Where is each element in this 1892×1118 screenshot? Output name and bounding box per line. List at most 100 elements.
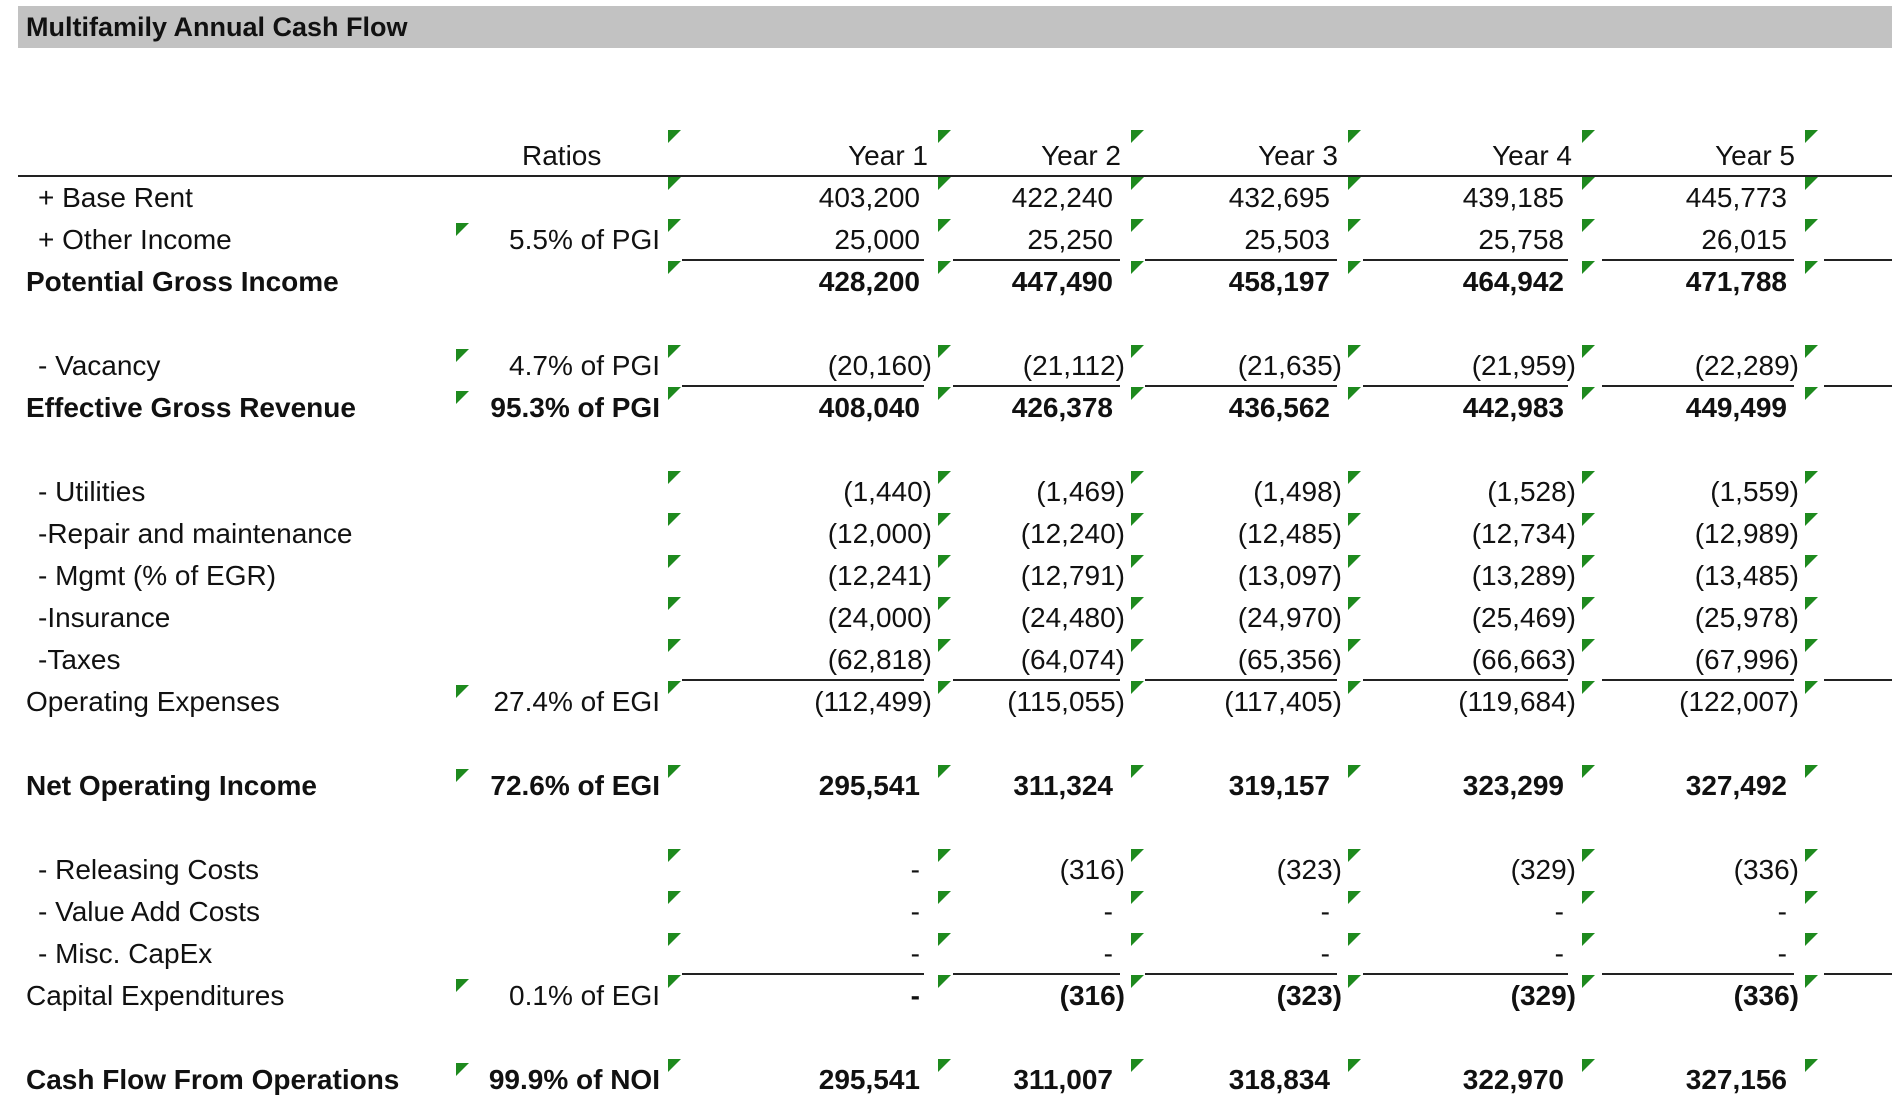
comment-flag [938,513,951,526]
comment-flag [1805,261,1818,274]
comment-flag [1582,765,1595,778]
comment-flag [1805,177,1818,190]
comment-flag [1348,177,1361,190]
comment-flag [668,765,681,778]
comment-flag [1131,261,1144,274]
underline [1145,973,1337,975]
underline [1824,385,1892,387]
value-year-1: (1,440) [843,476,932,507]
underline [1145,385,1337,387]
value-year-5: 445,773 [1685,182,1787,213]
value-year-3: 318,834 [1228,1064,1330,1095]
value-year-1: - [910,896,920,927]
value-year-4: (119,684) [1458,686,1576,717]
value-year-2: (316) [1059,980,1125,1011]
table-row-net-operating-income: Net Operating Income 72.6% of EGI 295,541 3… [0,765,1892,807]
value-year-4: (13,289) [1471,560,1576,591]
value-year-4: (329) [1510,854,1576,885]
value-year-1: (112,499) [814,686,932,717]
comment-flag [668,261,681,274]
row-label: - Vacancy [38,350,161,381]
value-year-5: 327,156 [1685,1064,1787,1095]
value-year-5: 26,015 [1701,224,1787,255]
value-year-2: (12,240) [1020,518,1125,549]
value-year-2: - [1103,896,1113,927]
value-year-5: (67,996) [1694,644,1799,675]
comment-flag [668,975,681,988]
comment-flag [1348,765,1361,778]
value-year-5: - [1777,896,1787,927]
value-year-3: (323) [1276,854,1342,885]
comment-flag [1348,513,1361,526]
value-year-4: 439,185 [1462,182,1564,213]
comment-flag [1348,639,1361,652]
comment-flag [1582,387,1595,400]
comment-flag [1131,597,1144,610]
value-year-3: (65,356) [1237,644,1342,675]
row-ratio: 4.7% of PGI [509,350,660,381]
comment-flag [938,891,951,904]
value-year-3: - [1320,938,1330,969]
value-year-4: (66,663) [1471,644,1576,675]
value-year-5: (336) [1733,854,1799,885]
value-year-5: (336) [1733,980,1799,1011]
table-row-potential-gross-income: Potential Gross Income 428,200 447,490 458,… [0,261,1892,303]
comment-flag [938,1059,951,1072]
row-label: - Value Add Costs [38,896,261,927]
underline [953,385,1120,387]
value-year-2: (316) [1059,854,1125,885]
row-label: + Other Income [38,224,232,255]
value-year-3: (24,970) [1237,602,1342,633]
underline [682,385,924,387]
value-year-1: - [910,980,920,1011]
comment-flag [1348,975,1361,988]
title-bar [18,6,1892,48]
comment-flag [1348,681,1361,694]
underline [953,259,1120,261]
comment-flag [1805,597,1818,610]
underline [682,259,924,261]
comment-flag [1805,849,1818,862]
comment-flag [938,849,951,862]
table-row-taxes: -Taxes (62,818) (64,074) (65,356) (66,663) (6… [0,639,1892,681]
value-year-3: 436,562 [1228,392,1330,423]
comment-flag [1582,345,1595,358]
row-label: Capital Expenditures [26,980,285,1011]
comment-flag [1131,555,1144,568]
value-year-1: (62,818) [827,644,932,675]
comment-flag [668,681,681,694]
value-year-4: (329) [1510,980,1576,1011]
underline [953,973,1120,975]
table-row-repair-maintenance: -Repair and maintenance (12,000) (12,240) (… [0,513,1892,555]
header-row: Ratios Year 1 Year 2 Year 3 Year 4 Year 5 [0,130,1892,177]
value-year-4: - [1554,896,1564,927]
underline [1363,679,1568,681]
value-year-2: (24,480) [1020,602,1125,633]
comment-flag [668,130,681,143]
comment-flag [1348,130,1361,143]
comment-flag [938,933,951,946]
comment-flag [1582,891,1595,904]
comment-flag [1582,471,1595,484]
comment-flag [668,1059,681,1072]
comment-flag [456,349,469,362]
value-year-4: (25,469) [1471,602,1576,633]
row-label: + Base Rent [38,182,193,213]
comment-flag [1131,849,1144,862]
value-year-2: (12,791) [1020,560,1125,591]
comment-flag [938,130,951,143]
value-year-1: 295,541 [818,1064,920,1095]
comment-flag [1348,891,1361,904]
comment-flag [1805,471,1818,484]
value-year-1: (24,000) [827,602,932,633]
value-year-5: (12,989) [1694,518,1799,549]
value-year-4: (21,959) [1471,350,1576,381]
comment-flag [1131,933,1144,946]
value-year-2: 422,240 [1011,182,1113,213]
underline [1602,259,1794,261]
comment-flag [1131,639,1144,652]
row-label: -Taxes [38,644,121,675]
underline [953,679,1120,681]
comment-flag [1131,177,1144,190]
comment-flag [1582,597,1595,610]
